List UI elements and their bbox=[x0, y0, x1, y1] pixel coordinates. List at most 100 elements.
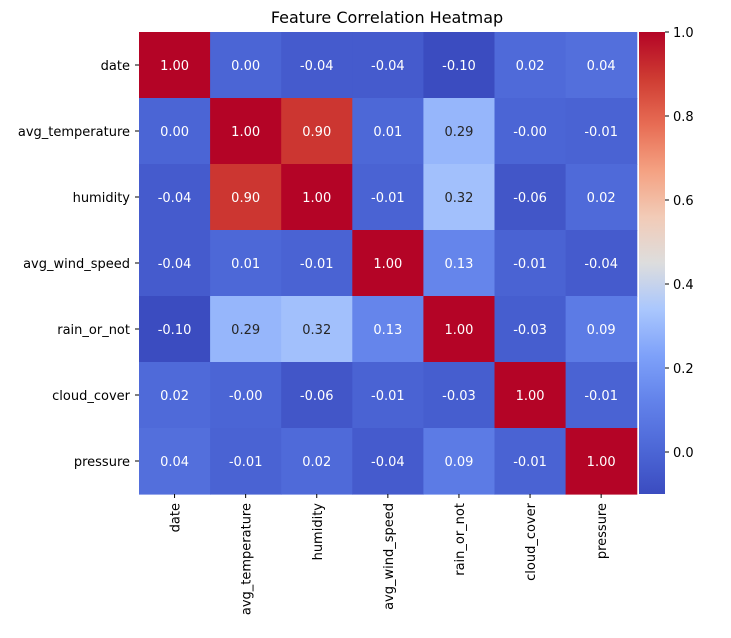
heatmap-cell-0-3 bbox=[352, 32, 424, 99]
row-tick-label-3: avg_wind_speed bbox=[23, 257, 130, 272]
heatmap-cell-6-1 bbox=[210, 428, 282, 495]
cell-value-label-0-3: -0.04 bbox=[371, 59, 405, 74]
cell-value-label-0-4: -0.10 bbox=[442, 59, 476, 74]
cell-value-label-5-2: -0.06 bbox=[300, 389, 334, 404]
cell-value-label-5-0: 0.02 bbox=[160, 389, 189, 404]
cell-value-label-6-1: -0.01 bbox=[229, 455, 263, 470]
colorbar-tick-label-1: 0.2 bbox=[673, 362, 694, 377]
heatmap-cell-5-5 bbox=[494, 362, 567, 429]
heatmap-cell-2-1 bbox=[210, 164, 282, 231]
col-tick-label-6: pressure bbox=[595, 503, 610, 559]
cell-value-label-0-6: 0.04 bbox=[587, 59, 616, 74]
row-tick-label-4: rain_or_not bbox=[57, 323, 130, 338]
colorbar-tick-label-2: 0.4 bbox=[673, 278, 694, 293]
cell-value-label-4-1: 0.29 bbox=[231, 323, 260, 338]
cell-value-label-3-5: -0.01 bbox=[513, 257, 547, 272]
heatmap-cell-6-3 bbox=[352, 428, 424, 495]
heatmap-cell-6-5 bbox=[494, 428, 567, 495]
colorbar-tick-label-0: 0.0 bbox=[673, 446, 694, 461]
heatmap-cell-0-2 bbox=[281, 32, 353, 99]
heatmap-cell-3-0 bbox=[139, 230, 211, 297]
heatmap-cell-4-4 bbox=[423, 296, 496, 363]
heatmap-cell-5-3 bbox=[352, 362, 424, 429]
heatmap-cell-2-4 bbox=[423, 164, 496, 231]
cell-value-label-5-6: -0.01 bbox=[584, 389, 618, 404]
heatmap-cell-3-5 bbox=[494, 230, 567, 297]
cell-value-label-6-0: 0.04 bbox=[160, 455, 189, 470]
cell-value-label-4-2: 0.32 bbox=[302, 323, 331, 338]
heatmap-cell-3-3 bbox=[352, 230, 424, 297]
heatmap-cell-6-4 bbox=[423, 428, 496, 495]
cell-value-label-0-5: 0.02 bbox=[516, 59, 545, 74]
row-tick-label-6: pressure bbox=[74, 455, 130, 470]
col-tick-label-3: avg_wind_speed bbox=[382, 503, 397, 610]
heatmap-cell-2-5 bbox=[494, 164, 567, 231]
cell-value-label-6-6: 1.00 bbox=[587, 455, 616, 470]
heatmap-cell-5-1 bbox=[210, 362, 282, 429]
cell-value-label-1-6: -0.01 bbox=[584, 125, 618, 140]
heatmap-cell-4-5 bbox=[494, 296, 567, 363]
colorbar-tick-label-5: 1.0 bbox=[673, 26, 694, 41]
row-tick-label-1: avg_temperature bbox=[18, 125, 130, 140]
cell-value-label-2-2: 1.00 bbox=[302, 191, 331, 206]
cell-value-label-2-4: 0.32 bbox=[444, 191, 473, 206]
cell-value-label-3-6: -0.04 bbox=[584, 257, 618, 272]
colorbar-gradient bbox=[639, 32, 665, 494]
cell-value-label-4-3: 0.13 bbox=[373, 323, 402, 338]
col-tick-label-2: humidity bbox=[311, 503, 326, 561]
heatmap-cell-5-6 bbox=[565, 362, 638, 429]
cell-value-label-1-0: 0.00 bbox=[160, 125, 189, 140]
cell-value-label-1-1: 1.00 bbox=[231, 125, 260, 140]
heatmap-cell-1-2 bbox=[281, 98, 353, 165]
cell-value-label-2-5: -0.06 bbox=[513, 191, 547, 206]
heatmap-cell-6-6 bbox=[565, 428, 638, 495]
colorbar-tick-label-4: 0.8 bbox=[673, 110, 694, 125]
cell-value-label-6-2: 0.02 bbox=[302, 455, 331, 470]
cell-value-label-5-4: -0.03 bbox=[442, 389, 476, 404]
heatmap-cell-0-6 bbox=[565, 32, 638, 99]
heatmap-cell-2-0 bbox=[139, 164, 211, 231]
column-tick-labels: date avg_temperature humidity avg_wind_spee… bbox=[169, 494, 610, 615]
row-tick-label-2: humidity bbox=[73, 191, 131, 206]
cell-value-label-5-3: -0.01 bbox=[371, 389, 405, 404]
heatmap-cell-2-6 bbox=[565, 164, 638, 231]
heatmap-cell-0-4 bbox=[423, 32, 496, 99]
col-tick-label-5: cloud_cover bbox=[524, 502, 539, 580]
heatmap-cell-1-5 bbox=[494, 98, 567, 165]
cell-value-label-3-3: 1.00 bbox=[373, 257, 402, 272]
col-tick-label-4: rain_or_not bbox=[453, 503, 468, 576]
heatmap-cell-5-0 bbox=[139, 362, 211, 429]
cell-value-label-2-6: 0.02 bbox=[587, 191, 616, 206]
cell-value-label-0-2: -0.04 bbox=[300, 59, 334, 74]
heatmap-cell-1-4 bbox=[423, 98, 496, 165]
cell-value-label-1-4: 0.29 bbox=[444, 125, 473, 140]
heatmap-cell-2-3 bbox=[352, 164, 424, 231]
cell-value-label-1-2: 0.90 bbox=[302, 125, 331, 140]
heatmap-cell-labels: 1.00 0.00 -0.04 -0.04 -0.10 0.02 0.04 0.00 1.00 0… bbox=[158, 59, 618, 470]
heatmap-cell-3-2 bbox=[281, 230, 353, 297]
heatmap-cell-1-0 bbox=[139, 98, 211, 165]
heatmap-cell-5-4 bbox=[423, 362, 496, 429]
heatmap-cell-3-4 bbox=[423, 230, 496, 297]
col-tick-label-0: date bbox=[169, 503, 184, 532]
colorbar: 0.0 0.2 0.4 0.6 0.8 1.0 bbox=[639, 26, 694, 494]
cell-value-label-6-5: -0.01 bbox=[513, 455, 547, 470]
heatmap-cell-4-1 bbox=[210, 296, 282, 363]
cell-value-label-0-1: 0.00 bbox=[231, 59, 260, 74]
cell-value-label-2-0: -0.04 bbox=[158, 191, 192, 206]
heatmap-cell-0-5 bbox=[494, 32, 567, 99]
heatmap-cells bbox=[139, 32, 638, 495]
cell-value-label-4-5: -0.03 bbox=[513, 323, 547, 338]
row-tick-labels: date avg_temperature humidity avg_wind_spee… bbox=[18, 59, 139, 470]
heatmap-cell-6-0 bbox=[139, 428, 211, 495]
cell-value-label-1-3: 0.01 bbox=[373, 125, 402, 140]
row-tick-label-5: cloud_cover bbox=[52, 389, 130, 404]
heatmap-cell-4-2 bbox=[281, 296, 353, 363]
cell-value-label-2-1: 0.90 bbox=[231, 191, 260, 206]
heatmap-cell-1-1 bbox=[210, 98, 282, 165]
cell-value-label-5-5: 1.00 bbox=[516, 389, 545, 404]
heatmap-cell-0-0 bbox=[139, 32, 211, 99]
cell-value-label-2-3: -0.01 bbox=[371, 191, 405, 206]
